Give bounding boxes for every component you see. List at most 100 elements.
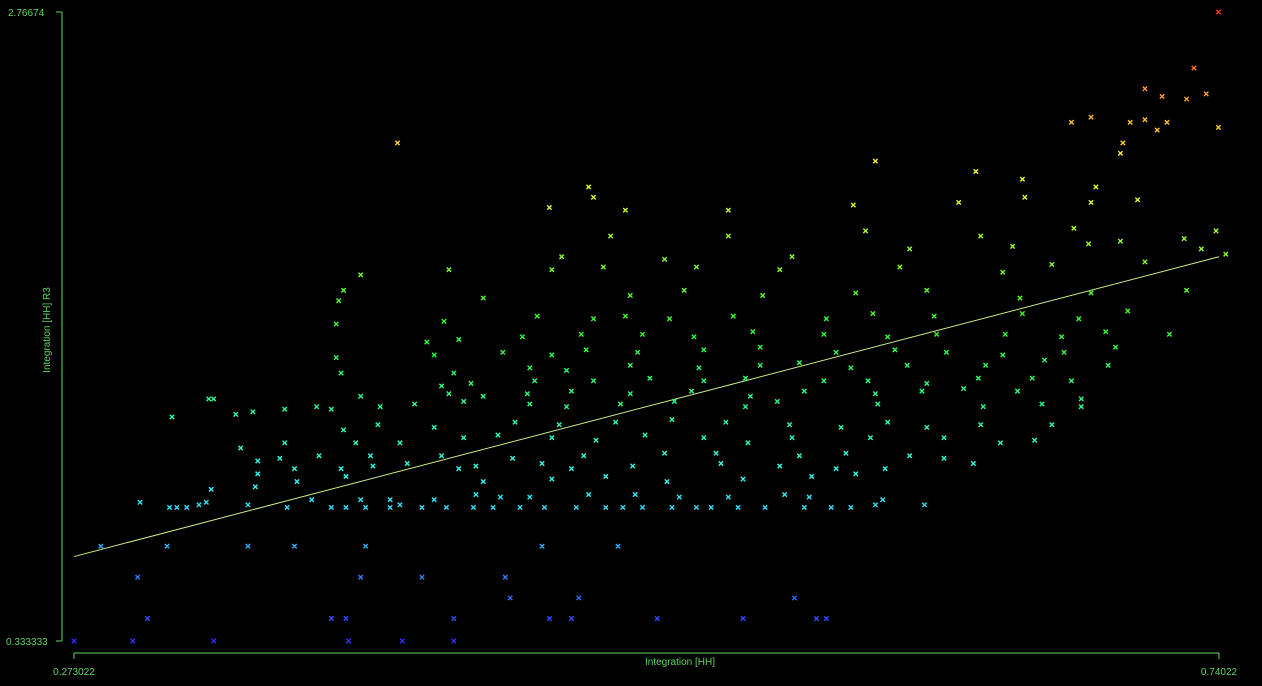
data-point bbox=[451, 615, 457, 622]
data-point bbox=[759, 292, 766, 299]
data-point bbox=[284, 504, 290, 511]
data-point bbox=[527, 494, 533, 500]
data-point bbox=[1000, 269, 1006, 275]
data-point bbox=[568, 465, 575, 472]
data-point bbox=[1164, 119, 1170, 126]
data-point bbox=[1029, 375, 1035, 381]
regression-line bbox=[73, 256, 1220, 558]
data-point bbox=[1088, 114, 1094, 120]
data-point bbox=[328, 406, 334, 412]
data-point bbox=[252, 484, 258, 490]
data-point bbox=[353, 440, 359, 446]
data-point bbox=[777, 463, 783, 469]
data-point bbox=[941, 434, 947, 441]
data-point bbox=[607, 233, 614, 239]
data-point bbox=[441, 318, 447, 325]
data-point bbox=[1125, 308, 1131, 314]
data-point bbox=[340, 427, 347, 433]
data-point bbox=[875, 401, 881, 407]
data-point bbox=[742, 375, 749, 381]
data-point bbox=[512, 419, 518, 425]
data-point bbox=[870, 310, 876, 317]
data-point bbox=[1215, 124, 1222, 131]
data-point bbox=[590, 194, 597, 200]
data-point bbox=[786, 422, 793, 428]
data-point bbox=[661, 256, 668, 262]
data-point bbox=[558, 254, 565, 260]
data-point bbox=[549, 352, 555, 358]
data-point bbox=[527, 365, 533, 371]
data-point bbox=[884, 419, 891, 425]
data-point bbox=[404, 460, 410, 467]
data-point bbox=[735, 504, 741, 511]
data-point bbox=[585, 491, 592, 498]
data-point bbox=[1166, 331, 1173, 337]
data-point bbox=[1019, 176, 1026, 182]
data-point bbox=[843, 450, 849, 456]
data-point bbox=[718, 460, 724, 467]
data-point bbox=[581, 453, 587, 459]
data-point bbox=[174, 504, 180, 511]
data-point bbox=[725, 207, 731, 213]
data-point bbox=[1215, 9, 1222, 15]
data-point bbox=[183, 504, 190, 511]
x-tick-label-min: 0.273022 bbox=[53, 667, 95, 678]
data-point bbox=[1203, 91, 1209, 97]
data-point bbox=[468, 380, 474, 387]
data-point bbox=[387, 496, 393, 503]
data-point bbox=[531, 378, 538, 384]
data-point bbox=[848, 365, 854, 371]
data-point bbox=[473, 491, 479, 498]
data-point bbox=[370, 463, 376, 469]
data-point bbox=[169, 414, 175, 420]
data-point bbox=[313, 403, 320, 410]
data-point bbox=[431, 496, 437, 503]
data-point bbox=[357, 496, 364, 503]
x-axis-title: Integration [HH] bbox=[645, 657, 715, 668]
data-point bbox=[245, 543, 251, 549]
data-point bbox=[308, 496, 315, 503]
data-point bbox=[708, 504, 714, 511]
data-point bbox=[203, 499, 209, 505]
data-point bbox=[134, 574, 141, 580]
data-point bbox=[730, 313, 736, 319]
data-point bbox=[821, 378, 827, 384]
data-point bbox=[691, 334, 697, 340]
data-point bbox=[632, 491, 638, 498]
data-point bbox=[750, 328, 756, 335]
data-point bbox=[1183, 287, 1190, 294]
data-point bbox=[801, 504, 807, 511]
data-point bbox=[497, 494, 504, 500]
data-point bbox=[71, 638, 77, 644]
data-point bbox=[210, 638, 217, 644]
data-point bbox=[210, 396, 217, 402]
data-point bbox=[1093, 184, 1099, 190]
axes: 2.76674 0.333333 0.273022 0.74022 Integr… bbox=[6, 8, 1238, 678]
data-point bbox=[978, 422, 984, 428]
data-point bbox=[823, 615, 830, 622]
data-point bbox=[237, 445, 244, 451]
data-point bbox=[982, 362, 989, 368]
data-point bbox=[490, 504, 496, 511]
data-point bbox=[451, 370, 457, 376]
data-point bbox=[789, 434, 795, 441]
data-point bbox=[777, 266, 783, 273]
data-point bbox=[664, 478, 670, 485]
data-point bbox=[438, 383, 445, 389]
data-point bbox=[291, 465, 298, 472]
data-point bbox=[789, 254, 795, 260]
data-point bbox=[1002, 331, 1008, 337]
data-point bbox=[446, 266, 452, 273]
data-point bbox=[796, 360, 803, 366]
regression-layer bbox=[73, 256, 1220, 558]
data-point bbox=[603, 504, 609, 511]
data-point bbox=[357, 393, 364, 399]
data-point bbox=[978, 233, 984, 239]
data-point bbox=[282, 406, 288, 412]
data-point bbox=[362, 504, 369, 511]
data-point bbox=[1154, 127, 1160, 133]
data-point bbox=[872, 158, 879, 164]
data-point bbox=[1022, 194, 1028, 200]
data-point bbox=[774, 398, 781, 405]
data-point bbox=[850, 202, 856, 208]
